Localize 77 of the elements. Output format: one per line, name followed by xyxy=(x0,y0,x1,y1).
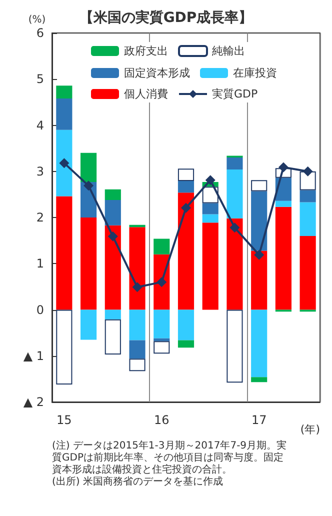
bar xyxy=(251,180,268,192)
legend-label: 在庫投資 xyxy=(233,66,277,80)
bar xyxy=(178,340,194,348)
bar xyxy=(251,250,268,310)
bar xyxy=(56,86,72,98)
bar xyxy=(202,203,218,214)
bar xyxy=(275,206,292,310)
text: (注) データは2015年1-3月期～2017年7-9月期。実質GDPは前期比年率、その他項目は同寄与度。固定資本形成は設備投資と住宅投資の合計。 xyxy=(52,440,287,476)
bar xyxy=(56,310,72,384)
y-tick-label: 3 xyxy=(36,164,44,178)
y-tick-label: 2 xyxy=(36,210,44,224)
point xyxy=(254,250,264,260)
bar xyxy=(178,181,194,193)
y-tick-label: ▲ 2 xyxy=(23,395,44,409)
bar xyxy=(154,238,170,254)
bar xyxy=(251,377,268,382)
bar xyxy=(178,310,194,340)
legend-label: 純輸出 xyxy=(212,44,245,58)
bar xyxy=(129,227,146,310)
bar xyxy=(104,310,121,320)
bar xyxy=(226,158,243,170)
bar xyxy=(154,338,170,342)
bar xyxy=(178,192,194,310)
bar xyxy=(275,200,292,207)
bar xyxy=(300,190,316,202)
bar xyxy=(56,98,72,130)
bar xyxy=(202,214,218,223)
bar xyxy=(202,222,218,310)
bar xyxy=(251,310,268,378)
bar xyxy=(129,340,146,359)
legend-label: 政府支出 xyxy=(124,44,168,58)
bar xyxy=(80,310,97,340)
bar xyxy=(251,191,268,251)
bar xyxy=(104,189,121,200)
bar xyxy=(300,202,316,236)
legend-label: 固定資本形成 xyxy=(124,66,190,80)
bar xyxy=(154,341,170,354)
y-tick-label: ▲ 1 xyxy=(23,348,44,363)
bar xyxy=(129,358,146,372)
bar xyxy=(80,218,97,310)
point xyxy=(278,162,288,172)
x-tick-label: 15 xyxy=(56,413,72,427)
bar xyxy=(80,152,97,182)
bar xyxy=(104,200,121,226)
y-tick-label: 0 xyxy=(36,302,44,317)
point xyxy=(84,180,94,191)
point xyxy=(108,231,118,242)
point xyxy=(181,202,191,213)
bar xyxy=(300,236,316,310)
point xyxy=(59,158,70,168)
y-axis-title: (%) xyxy=(28,14,46,26)
bar xyxy=(56,196,72,310)
x-axis-title: (年) xyxy=(300,423,320,436)
y-tick-label: 1 xyxy=(36,256,44,271)
bar xyxy=(226,170,243,218)
chart-title: 【米国の実質GDP成長率】 xyxy=(79,9,253,26)
bar xyxy=(226,310,243,383)
legend-label: 実質GDP xyxy=(212,88,258,100)
point xyxy=(156,277,167,288)
bar xyxy=(178,168,194,182)
bar xyxy=(154,310,170,338)
bar xyxy=(129,310,146,340)
bar xyxy=(226,218,243,310)
point xyxy=(132,282,142,292)
y-tick-label: 6 xyxy=(36,26,44,40)
y-tick-label: 5 xyxy=(36,72,44,86)
text: (出所) 米国商務省のデータを基に作成 xyxy=(52,476,223,488)
legend-label: 個人消費 xyxy=(124,88,168,100)
bar xyxy=(104,225,121,310)
bar xyxy=(104,319,121,354)
x-tick-label: 17 xyxy=(251,413,267,427)
point xyxy=(302,166,313,176)
y-tick-label: 4 xyxy=(36,118,44,132)
point xyxy=(205,175,216,186)
point xyxy=(230,222,240,233)
x-tick-label: 16 xyxy=(154,413,170,427)
bar xyxy=(56,130,72,196)
